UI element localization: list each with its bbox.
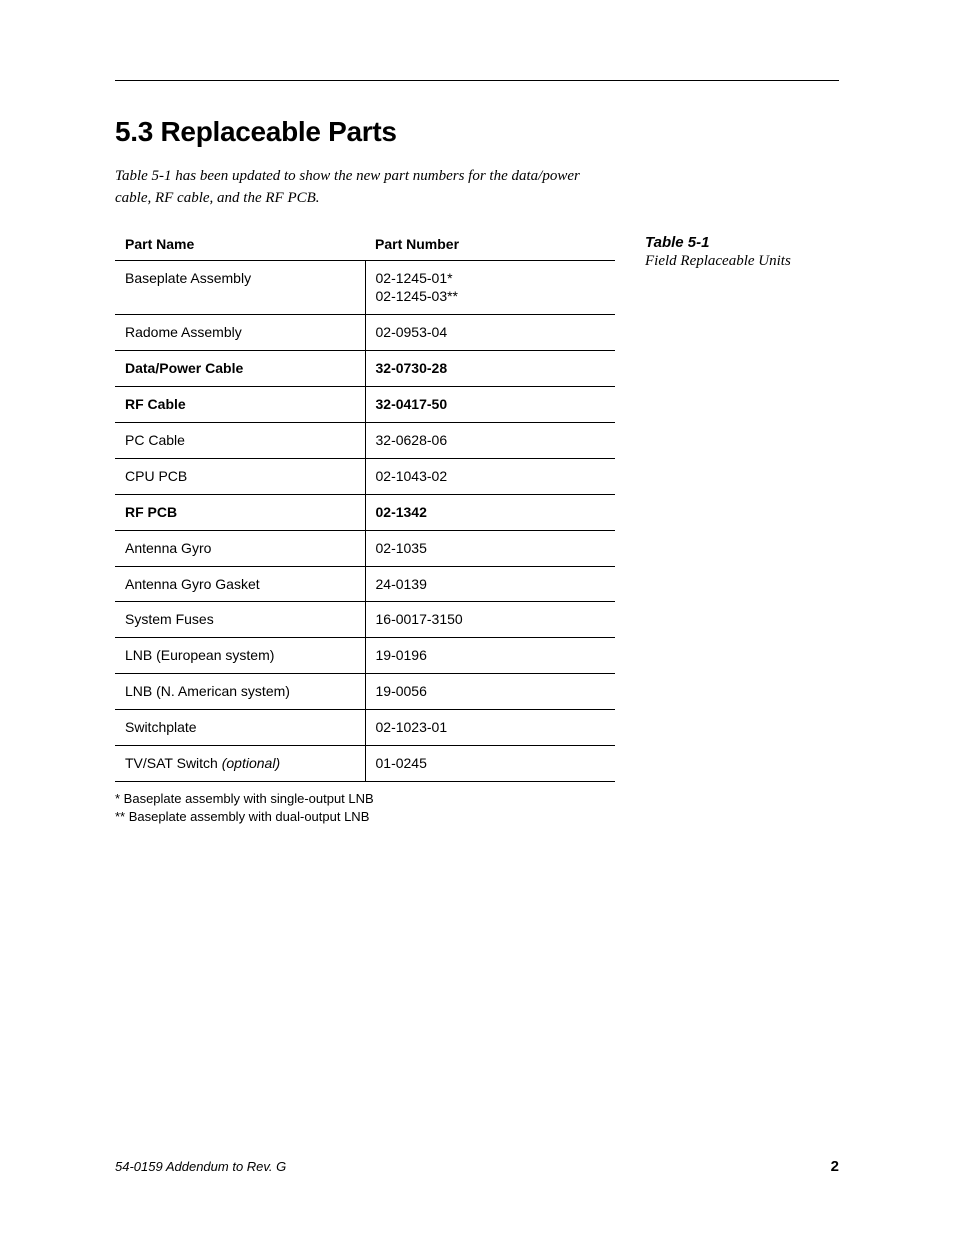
table-wrapper: Part Name Part Number Baseplate Assembly… [115, 228, 615, 827]
part-number-cell: 02-1245-01* 02-1245-03** [365, 260, 615, 315]
table-row: RF PCB02-1342 [115, 494, 615, 530]
page-number: 2 [831, 1158, 839, 1175]
part-name-cell: Antenna Gyro [115, 530, 365, 566]
table-row: RF Cable32-0417-50 [115, 387, 615, 423]
part-name-cell: System Fuses [115, 602, 365, 638]
footnote-1: * Baseplate assembly with single-output … [115, 790, 615, 808]
section-heading: 5.3 Replaceable Parts [115, 116, 839, 148]
content-row: Part Name Part Number Baseplate Assembly… [115, 228, 839, 827]
table-row: Radome Assembly02-0953-04 [115, 315, 615, 351]
part-number-cell: 02-1035 [365, 530, 615, 566]
top-rule [115, 80, 839, 81]
part-name-cell: Switchplate [115, 710, 365, 746]
footnote-2: ** Baseplate assembly with dual-output L… [115, 808, 615, 826]
table-row: Switchplate02-1023-01 [115, 710, 615, 746]
part-number-cell: 19-0196 [365, 638, 615, 674]
part-number-cell: 02-1043-02 [365, 458, 615, 494]
part-name-cell: LNB (N. American system) [115, 674, 365, 710]
footer-document-ref: 54-0159 Addendum to Rev. G [115, 1159, 286, 1174]
table-row: LNB (N. American system)19-0056 [115, 674, 615, 710]
part-name-cell: TV/SAT Switch (optional) [115, 745, 365, 781]
part-number-cell: 16-0017-3150 [365, 602, 615, 638]
table-row: Data/Power Cable32-0730-28 [115, 351, 615, 387]
part-number-cell: 02-0953-04 [365, 315, 615, 351]
table-header-row: Part Name Part Number [115, 228, 615, 261]
part-number-cell: 02-1342 [365, 494, 615, 530]
part-name-cell: CPU PCB [115, 458, 365, 494]
part-number-cell: 24-0139 [365, 566, 615, 602]
table-row: Baseplate Assembly02-1245-01* 02-1245-03… [115, 260, 615, 315]
part-name-cell: Data/Power Cable [115, 351, 365, 387]
part-number-cell: 01-0245 [365, 745, 615, 781]
footnotes: * Baseplate assembly with single-output … [115, 790, 615, 826]
part-name-cell: LNB (European system) [115, 638, 365, 674]
table-row: LNB (European system)19-0196 [115, 638, 615, 674]
caption-title: Table 5-1 [645, 234, 791, 251]
part-number-cell: 32-0417-50 [365, 387, 615, 423]
part-name-suffix: (optional) [222, 755, 280, 771]
part-number-cell: 19-0056 [365, 674, 615, 710]
part-name-cell: PC Cable [115, 422, 365, 458]
column-header-part-number: Part Number [365, 228, 615, 261]
part-name-cell: Baseplate Assembly [115, 260, 365, 315]
page-footer: 54-0159 Addendum to Rev. G 2 [115, 1158, 839, 1175]
part-number-cell: 32-0628-06 [365, 422, 615, 458]
part-name-cell: RF PCB [115, 494, 365, 530]
part-number-cell: 32-0730-28 [365, 351, 615, 387]
table-row: CPU PCB02-1043-02 [115, 458, 615, 494]
table-row: Antenna Gyro02-1035 [115, 530, 615, 566]
part-name-cell: Antenna Gyro Gasket [115, 566, 365, 602]
intro-text: Table 5-1 has been updated to show the n… [115, 166, 615, 210]
table-row: System Fuses16-0017-3150 [115, 602, 615, 638]
part-name-cell: RF Cable [115, 387, 365, 423]
parts-table: Part Name Part Number Baseplate Assembly… [115, 228, 615, 782]
table-row: PC Cable32-0628-06 [115, 422, 615, 458]
column-header-part-name: Part Name [115, 228, 365, 261]
part-number-cell: 02-1023-01 [365, 710, 615, 746]
caption-subtitle: Field Replaceable Units [645, 253, 791, 270]
table-caption: Table 5-1 Field Replaceable Units [645, 228, 791, 270]
table-row: TV/SAT Switch (optional)01-0245 [115, 745, 615, 781]
part-name-cell: Radome Assembly [115, 315, 365, 351]
table-row: Antenna Gyro Gasket24-0139 [115, 566, 615, 602]
